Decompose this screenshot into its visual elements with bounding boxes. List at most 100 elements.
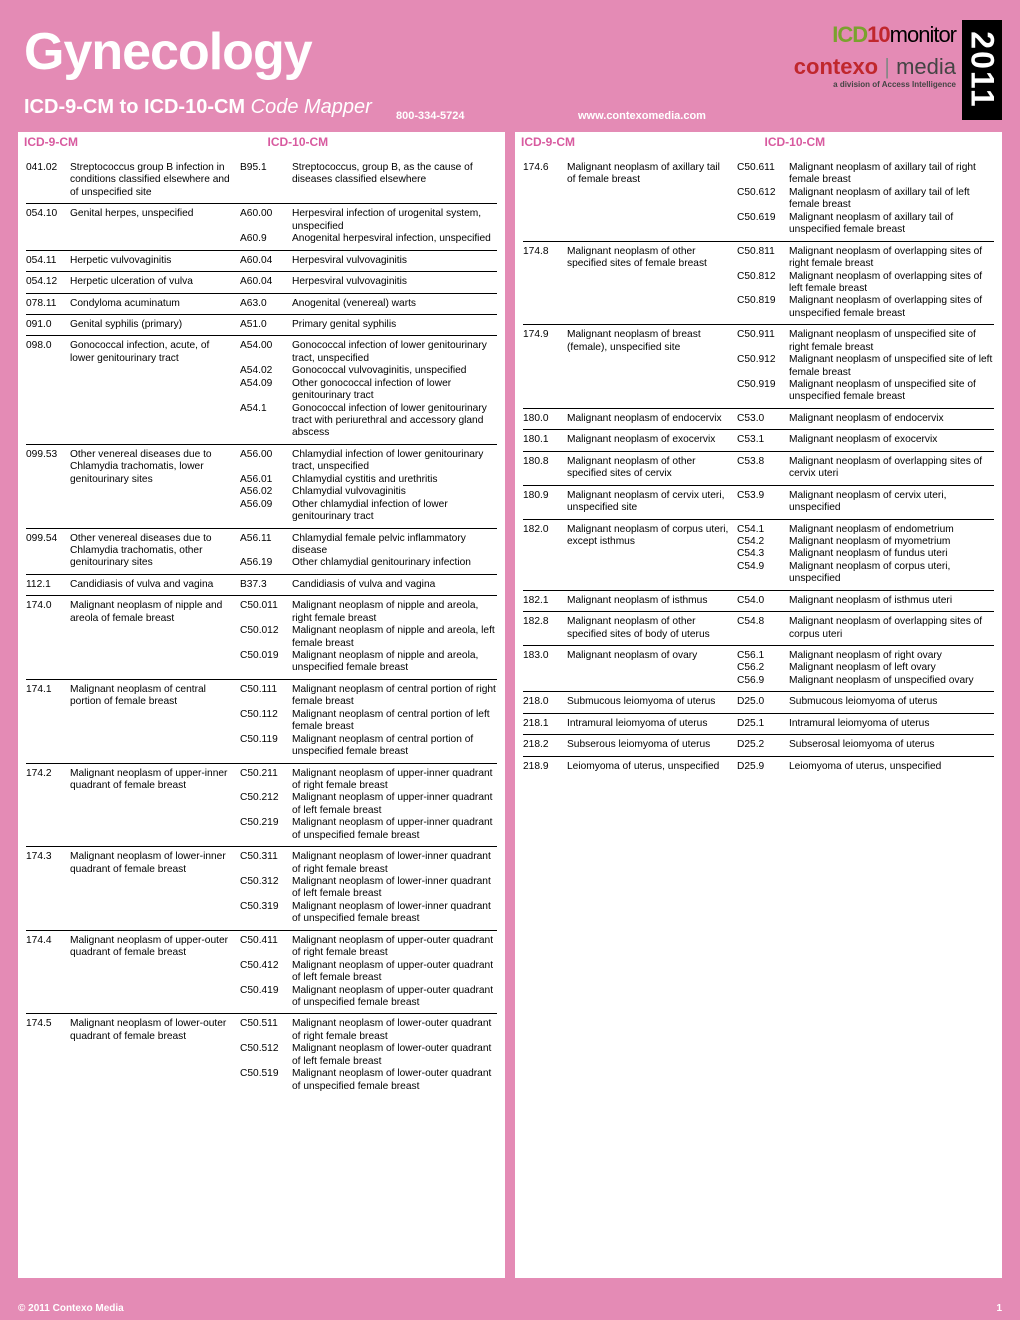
icd10-code: C50.511	[240, 1018, 292, 1043]
icd10-mapping: C50.819Malignant neoplasm of overlapping…	[737, 295, 994, 320]
icd10-desc: Malignant neoplasm of corpus uteri, unsp…	[789, 561, 994, 586]
code-row: 112.1Candidiasis of vulva and vaginaB37.…	[26, 575, 497, 596]
icd10-mappings: C50.111Malignant neoplasm of central por…	[240, 684, 497, 759]
icd9-code: 174.4	[26, 935, 70, 1010]
icd10-mapping: C50.912Malignant neoplasm of unspecified…	[737, 354, 994, 379]
icd10-mapping: C53.0Malignant neoplasm of endocervix	[737, 413, 994, 425]
icd10-code: C50.119	[240, 734, 292, 759]
icd10-code: C50.919	[737, 379, 789, 404]
code-row: 174.8Malignant neoplasm of other specifi…	[523, 242, 994, 326]
icd10-desc: Malignant neoplasm of axillary tail of u…	[789, 212, 994, 237]
icd9-code: 098.0	[26, 340, 70, 440]
icd10-mappings: A60.04Herpesviral vulvovaginitis	[240, 276, 497, 288]
icd10-code: D25.2	[737, 739, 789, 751]
icd9-desc: Genital syphilis (primary)	[70, 319, 240, 331]
icd10-mapping: C50.412Malignant neoplasm of upper-outer…	[240, 960, 497, 985]
icd10-mappings: B37.3Candidiasis of vulva and vagina	[240, 579, 497, 591]
icd10-mappings: A51.0Primary genital syphilis	[240, 319, 497, 331]
icd10-desc: Malignant neoplasm of central portion of…	[292, 684, 497, 709]
logo-block: ICD10monitor contexo | media a division …	[794, 22, 956, 89]
icd10-mappings: C54.1Malignant neoplasm of endometriumC5…	[737, 524, 994, 586]
code-row: 054.10Genital herpes, unspecifiedA60.00H…	[26, 204, 497, 250]
icd10-desc: Malignant neoplasm of exocervix	[789, 434, 994, 446]
code-row: 054.12Herpetic ulceration of vulvaA60.04…	[26, 272, 497, 293]
icd10-mapping: C54.9Malignant neoplasm of corpus uteri,…	[737, 561, 994, 586]
icd10-desc: Malignant neoplasm of overlapping sites …	[789, 246, 994, 271]
icd10-mapping: C53.9Malignant neoplasm of cervix uteri,…	[737, 490, 994, 515]
icd10-mapping: C56.1Malignant neoplasm of right ovary	[737, 650, 994, 662]
icd10-code: C50.619	[737, 212, 789, 237]
icd10-mapping: C50.419Malignant neoplasm of upper-outer…	[240, 985, 497, 1010]
icd10-mapping: C50.511Malignant neoplasm of lower-outer…	[240, 1018, 497, 1043]
icd9-desc: Other venereal diseases due to Chlamydia…	[70, 533, 240, 570]
icd10-code: C50.312	[240, 876, 292, 901]
icd10-mapping: C50.019Malignant neoplasm of nipple and …	[240, 650, 497, 675]
column-headers: ICD-9-CM ICD-10-CM ICD-9-CM ICD-10-CM	[18, 132, 1002, 152]
icd9-code: 174.5	[26, 1018, 70, 1093]
icd10-code: C54.1	[737, 524, 789, 536]
icd9-desc: Malignant neoplasm of cervix uteri, unsp…	[567, 490, 737, 515]
icd10-desc: Leiomyoma of uterus, unspecified	[789, 761, 994, 773]
icd10-code: C50.111	[240, 684, 292, 709]
icd9-desc: Intramural leiomyoma of uterus	[567, 718, 737, 730]
icd10-code: D25.0	[737, 696, 789, 708]
icd10-mappings: C53.0Malignant neoplasm of endocervix	[737, 413, 994, 425]
code-row: 182.8Malignant neoplasm of other specifi…	[523, 612, 994, 646]
icd10-desc: Malignant neoplasm of axillary tail of r…	[789, 162, 994, 187]
icd10-mappings: C53.9Malignant neoplasm of cervix uteri,…	[737, 490, 994, 515]
icd10-desc: Malignant neoplasm of upper-outer quadra…	[292, 985, 497, 1010]
icd9-code: 099.54	[26, 533, 70, 570]
icd9-code: 180.8	[523, 456, 567, 481]
icd10-code: C50.611	[737, 162, 789, 187]
icd10-code: C50.411	[240, 935, 292, 960]
icd10-mappings: C50.811Malignant neoplasm of overlapping…	[737, 246, 994, 321]
icd9-desc: Malignant neoplasm of exocervix	[567, 434, 737, 446]
icd10-mapping: C50.612Malignant neoplasm of axillary ta…	[737, 187, 994, 212]
code-row: 218.1Intramural leiomyoma of uterusD25.1…	[523, 714, 994, 735]
code-row: 174.6Malignant neoplasm of axillary tail…	[523, 158, 994, 242]
left-pane: 041.02Streptococcus group B infection in…	[18, 152, 505, 1278]
icd10-mapping: B37.3Candidiasis of vulva and vagina	[240, 579, 497, 591]
icd10-desc: Other chlamydial genitourinary infection	[292, 557, 497, 569]
col-header-right: ICD-9-CM ICD-10-CM	[515, 132, 1002, 152]
icd9-desc: Malignant neoplasm of nipple and areola …	[70, 600, 240, 675]
icd10-code: A56.09	[240, 499, 292, 524]
icd10monitor-logo: ICD10monitor	[794, 22, 956, 48]
icd10-mapping: C50.012Malignant neoplasm of nipple and …	[240, 625, 497, 650]
page-subtitle: ICD-9-CM to ICD-10-CM Code Mapper	[24, 96, 996, 119]
icd9-desc: Submucous leiomyoma of uterus	[567, 696, 737, 708]
icd10-code: A60.00	[240, 208, 292, 233]
icd10-mappings: C56.1Malignant neoplasm of right ovaryC5…	[737, 650, 994, 687]
page-number: 1	[996, 1303, 1002, 1314]
icd10-desc: Malignant neoplasm of lower-outer quadra…	[292, 1018, 497, 1043]
icd9-desc: Gonococcal infection, acute, of lower ge…	[70, 340, 240, 440]
icd10-desc: Malignant neoplasm of overlapping sites …	[789, 295, 994, 320]
icd9-desc: Leiomyoma of uterus, unspecified	[567, 761, 737, 773]
code-row: 182.0Malignant neoplasm of corpus uteri,…	[523, 520, 994, 591]
icd9-code: 182.0	[523, 524, 567, 586]
icd10-mapping: C50.212Malignant neoplasm of upper-inner…	[240, 792, 497, 817]
icd10-code: A60.04	[240, 276, 292, 288]
icd9-code: 174.8	[523, 246, 567, 321]
icd10-mapping: A54.00Gonococcal infection of lower geni…	[240, 340, 497, 365]
icd10-mappings: D25.1Intramural leiomyoma of uterus	[737, 718, 994, 730]
icd9-desc: Condyloma acuminatum	[70, 298, 240, 310]
icd9-desc: Malignant neoplasm of corpus uteri, exce…	[567, 524, 737, 586]
code-row: 099.54Other venereal diseases due to Chl…	[26, 529, 497, 575]
icd10-mappings: C50.311Malignant neoplasm of lower-inner…	[240, 851, 497, 926]
icd10-code: C50.211	[240, 768, 292, 793]
icd10-code: C50.212	[240, 792, 292, 817]
icd10-code: A54.09	[240, 378, 292, 403]
icd9-code: 218.1	[523, 718, 567, 730]
icd10-desc: Streptococcus, group B, as the cause of …	[292, 162, 497, 187]
icd10-desc: Malignant neoplasm of nipple and areola,…	[292, 650, 497, 675]
icd9-desc: Malignant neoplasm of other specified si…	[567, 246, 737, 321]
icd10-desc: Malignant neoplasm of unspecified site o…	[789, 379, 994, 404]
icd10-code: C50.219	[240, 817, 292, 842]
copyright: © 2011 Contexo Media	[18, 1303, 124, 1314]
icd10-code: D25.9	[737, 761, 789, 773]
icd9-header: ICD-9-CM	[18, 132, 262, 152]
icd10-code: C50.811	[737, 246, 789, 271]
icd9-header: ICD-9-CM	[515, 132, 759, 152]
icd10-desc: Chlamydial cystitis and urethritis	[292, 474, 497, 486]
